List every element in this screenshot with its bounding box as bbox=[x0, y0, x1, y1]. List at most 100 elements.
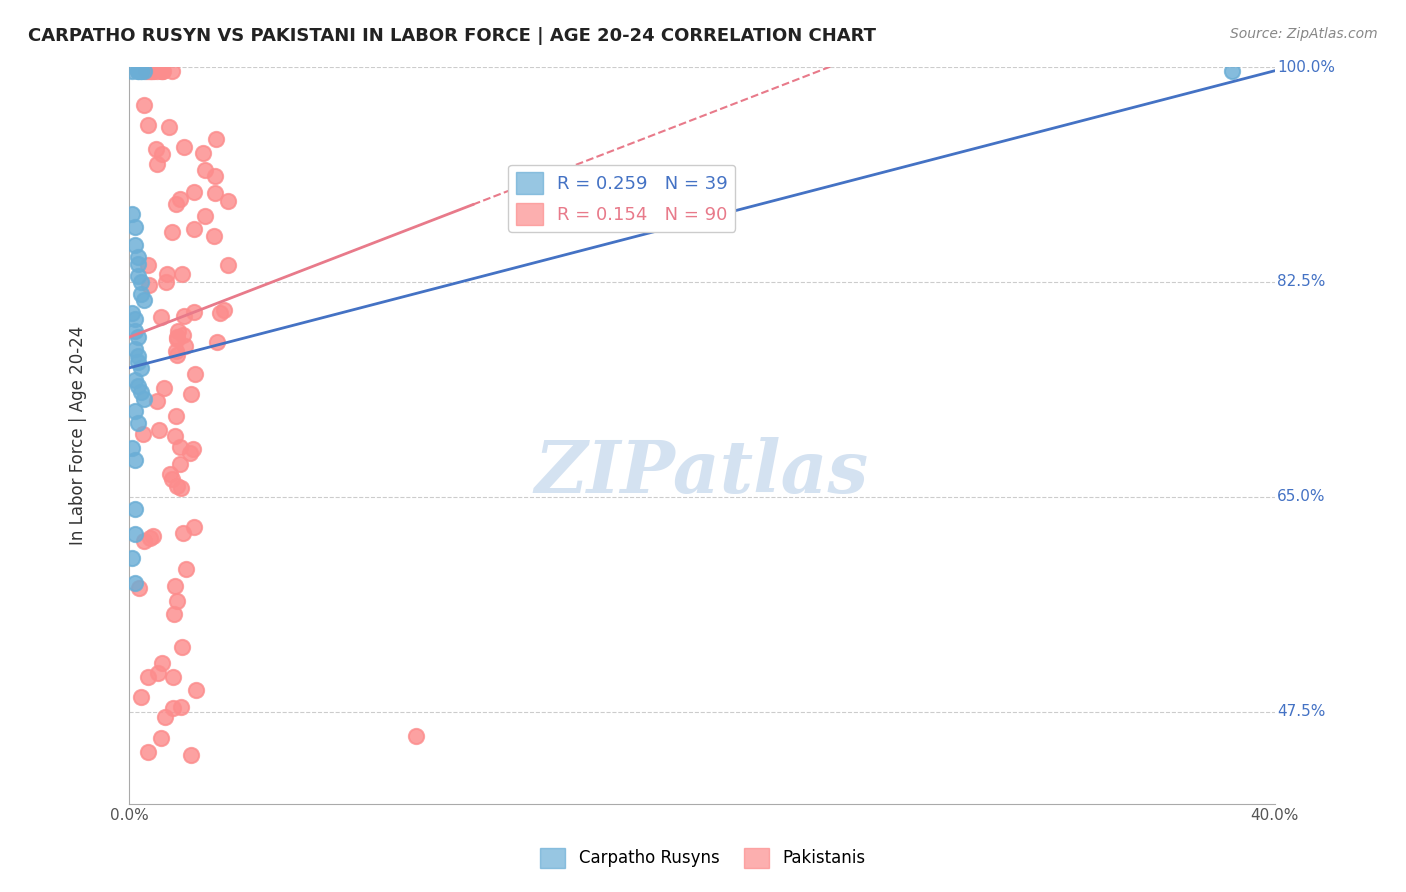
Point bbox=[165, 196, 187, 211]
Point bbox=[160, 225, 183, 239]
Point bbox=[124, 502, 146, 516]
Point bbox=[134, 97, 156, 112]
Point bbox=[150, 63, 173, 78]
Point bbox=[124, 343, 146, 357]
Text: 65.0%: 65.0% bbox=[1277, 489, 1326, 504]
Point bbox=[127, 251, 149, 265]
Point bbox=[150, 146, 173, 161]
Point bbox=[127, 268, 149, 283]
Point bbox=[121, 63, 143, 78]
Point bbox=[165, 579, 187, 593]
Point bbox=[132, 63, 155, 78]
Point bbox=[172, 268, 194, 282]
Point bbox=[204, 169, 226, 183]
Point bbox=[124, 526, 146, 541]
Point bbox=[156, 267, 179, 281]
Point bbox=[166, 594, 188, 608]
Point bbox=[124, 238, 146, 252]
Point bbox=[155, 710, 177, 724]
Point bbox=[166, 329, 188, 343]
Point bbox=[169, 440, 191, 454]
Point bbox=[166, 479, 188, 493]
Point bbox=[156, 267, 179, 281]
Point bbox=[129, 63, 152, 78]
Point bbox=[150, 731, 173, 745]
Point bbox=[170, 640, 193, 654]
Point bbox=[127, 256, 149, 270]
Point bbox=[165, 579, 187, 593]
Point bbox=[202, 228, 225, 243]
Point bbox=[150, 63, 173, 78]
Point bbox=[183, 304, 205, 318]
Point bbox=[136, 63, 159, 78]
Point bbox=[217, 258, 239, 272]
Point bbox=[214, 303, 236, 318]
Legend: Carpatho Rusyns, Pakistanis: Carpatho Rusyns, Pakistanis bbox=[533, 841, 873, 875]
Point bbox=[127, 355, 149, 369]
Point bbox=[129, 63, 152, 78]
Point bbox=[173, 310, 195, 324]
Point bbox=[204, 186, 226, 200]
Point bbox=[204, 169, 226, 183]
Point bbox=[124, 311, 146, 326]
Point bbox=[136, 745, 159, 759]
Point bbox=[129, 360, 152, 375]
Point bbox=[194, 162, 217, 177]
Point bbox=[124, 575, 146, 590]
Point bbox=[172, 526, 194, 541]
Point bbox=[127, 379, 149, 393]
Point bbox=[170, 640, 193, 654]
Point bbox=[138, 63, 160, 78]
Point bbox=[138, 277, 160, 292]
Point bbox=[208, 306, 231, 320]
Point bbox=[162, 700, 184, 714]
Point bbox=[160, 63, 183, 78]
Point bbox=[124, 343, 146, 357]
Point bbox=[1220, 63, 1243, 78]
Point bbox=[127, 349, 149, 363]
Point bbox=[165, 344, 187, 359]
Point bbox=[157, 120, 180, 134]
Point bbox=[205, 132, 228, 146]
Point bbox=[141, 63, 163, 78]
Point bbox=[127, 63, 149, 78]
Point bbox=[121, 551, 143, 566]
Point bbox=[180, 387, 202, 401]
Point bbox=[121, 207, 143, 221]
Point bbox=[129, 690, 152, 704]
Point bbox=[183, 222, 205, 236]
Point bbox=[150, 731, 173, 745]
Point bbox=[152, 63, 174, 78]
Point bbox=[172, 327, 194, 342]
Point bbox=[214, 303, 236, 318]
Point bbox=[132, 293, 155, 308]
Point bbox=[153, 381, 176, 395]
Point bbox=[124, 373, 146, 387]
Point bbox=[129, 360, 152, 375]
Point bbox=[127, 355, 149, 369]
Point bbox=[132, 426, 155, 441]
Point bbox=[121, 441, 143, 455]
Point bbox=[165, 409, 187, 423]
Point bbox=[127, 349, 149, 363]
Point bbox=[142, 529, 165, 543]
Point bbox=[127, 251, 149, 265]
Point bbox=[127, 330, 149, 344]
Point bbox=[217, 194, 239, 208]
Text: CARPATHO RUSYN VS PAKISTANI IN LABOR FORCE | AGE 20-24 CORRELATION CHART: CARPATHO RUSYN VS PAKISTANI IN LABOR FOR… bbox=[28, 27, 876, 45]
Point bbox=[159, 467, 181, 482]
Point bbox=[163, 429, 186, 443]
Point bbox=[184, 367, 207, 381]
Point bbox=[124, 324, 146, 338]
Point bbox=[121, 551, 143, 566]
Point bbox=[146, 394, 169, 409]
Point bbox=[207, 334, 229, 349]
Point bbox=[124, 502, 146, 516]
Point bbox=[149, 310, 172, 324]
Point bbox=[128, 581, 150, 595]
Point bbox=[191, 146, 214, 161]
Point bbox=[146, 394, 169, 409]
Point bbox=[191, 146, 214, 161]
Point bbox=[166, 325, 188, 339]
Point bbox=[135, 63, 157, 78]
